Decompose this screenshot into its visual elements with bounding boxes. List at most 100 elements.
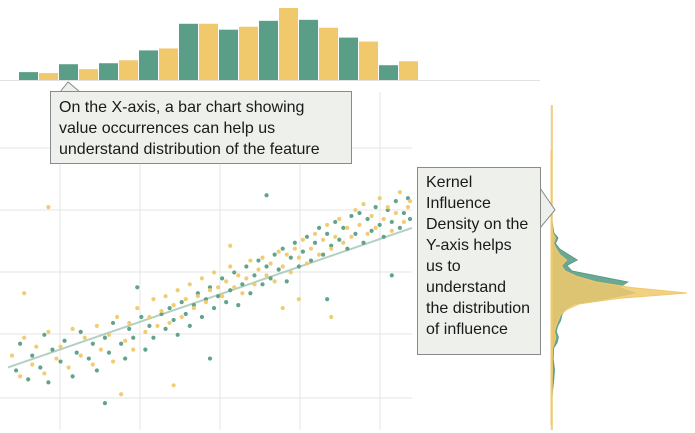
scatter-point-yellow xyxy=(385,205,390,210)
scatter-point-yellow xyxy=(361,202,366,207)
scatter-point-green xyxy=(381,234,386,239)
scatter-point-yellow xyxy=(296,255,301,260)
histogram-bar xyxy=(219,29,238,80)
scatter-point-yellow xyxy=(42,371,47,376)
histogram-bar xyxy=(19,72,38,80)
scatter-point-yellow xyxy=(179,314,184,320)
scatter-point-green xyxy=(357,210,362,216)
scatter-point-green xyxy=(135,285,140,290)
scatter-point-yellow xyxy=(365,231,370,236)
histogram-bar xyxy=(39,73,58,80)
scatter-point-green xyxy=(393,199,398,204)
scatter-point-yellow xyxy=(381,216,386,222)
scatter-point-yellow xyxy=(321,237,326,242)
scatter-point-green xyxy=(143,347,148,352)
scatter-point-yellow xyxy=(280,305,285,311)
scatter-point-yellow xyxy=(284,252,289,257)
scatter-point-yellow xyxy=(228,243,233,248)
scatter-point-green xyxy=(119,341,124,346)
scatter-point-green xyxy=(187,323,192,328)
scatter-point-yellow xyxy=(151,297,156,302)
density-curve-yellow xyxy=(550,150,688,425)
scatter-point-green xyxy=(316,225,322,230)
scatter-point-yellow xyxy=(304,261,310,266)
scatter-point-yellow xyxy=(220,294,225,299)
scatter-point-yellow xyxy=(159,308,164,314)
scatter-point-yellow xyxy=(98,347,104,352)
scatter-point-yellow xyxy=(22,335,27,340)
scatter-point-green xyxy=(407,216,413,222)
scatter-point-green xyxy=(131,335,136,340)
scatter-point-green xyxy=(151,335,156,340)
scatter-point-yellow xyxy=(389,228,394,233)
scatter-point-yellow xyxy=(175,288,180,293)
scatter-point-yellow xyxy=(66,365,71,370)
scatter-point-green xyxy=(236,303,241,308)
scatter-point-green xyxy=(308,258,314,263)
scatter-point-yellow xyxy=(373,225,378,230)
scatter-point-yellow xyxy=(171,303,176,308)
scatter-point-yellow xyxy=(110,359,116,364)
scatter-point-green xyxy=(244,264,249,269)
x-axis-callout: On the X-axis, a bar chart showing value… xyxy=(50,91,352,164)
scatter-point-green xyxy=(228,288,233,293)
scatter-point-green xyxy=(38,365,43,370)
scatter-point-green xyxy=(389,273,394,278)
scatter-point-green xyxy=(163,326,168,331)
scatter-point-green xyxy=(300,249,306,254)
scatter-point-green xyxy=(333,219,338,225)
scatter-point-green xyxy=(195,291,200,296)
scatter-point-green xyxy=(183,311,188,317)
scatter-point-yellow xyxy=(215,285,221,290)
scatter-point-yellow xyxy=(405,205,411,210)
scatter-point-green xyxy=(62,338,67,343)
scatter-point-green xyxy=(224,300,229,305)
scatter-point-yellow xyxy=(106,332,112,337)
histogram-bar xyxy=(279,8,298,80)
scatter-point-green xyxy=(18,341,23,346)
scatter-point-yellow xyxy=(46,205,51,210)
scatter-point-yellow xyxy=(369,213,374,219)
scatter-point-green xyxy=(232,270,237,275)
scatter-point-yellow xyxy=(312,231,318,236)
scatter-point-green xyxy=(389,219,394,225)
scatter-point-green xyxy=(102,335,108,340)
scatter-point-green xyxy=(240,282,245,287)
scatter-point-green xyxy=(215,294,221,299)
scatter-point-green xyxy=(405,196,411,201)
scatter-point-yellow xyxy=(78,353,83,358)
histogram-bar xyxy=(179,23,198,80)
scatter-point-yellow xyxy=(131,347,136,352)
scatter-point-yellow xyxy=(393,210,398,216)
scatter-point-green xyxy=(147,323,152,328)
scatter-point-green xyxy=(199,314,205,320)
scatter-point-green xyxy=(127,326,132,331)
scatter-point-green xyxy=(361,240,366,245)
scatter-point-green xyxy=(385,207,390,213)
histogram-bar xyxy=(119,60,138,80)
scatter-point-yellow xyxy=(316,252,322,257)
scatter-point-green xyxy=(353,231,358,236)
top-marginal-bars xyxy=(0,8,540,81)
scatter-point-green xyxy=(70,374,75,379)
trend-line-segment xyxy=(7,226,413,369)
scatter-point-yellow xyxy=(195,294,200,299)
scatter-point-green xyxy=(106,350,112,355)
histogram-bar xyxy=(259,20,278,80)
scatter-point-green xyxy=(268,276,273,281)
scatter-point-green xyxy=(159,311,164,317)
scatter-point-green xyxy=(207,285,213,290)
scatter-point-yellow xyxy=(171,383,176,388)
scatter-point-yellow xyxy=(300,237,306,242)
scatter-point-green xyxy=(46,380,51,385)
scatter-point-yellow xyxy=(58,344,63,349)
scatter-point-yellow xyxy=(203,300,209,305)
histogram-bar xyxy=(399,61,418,80)
scatter-point-yellow xyxy=(329,246,334,251)
scatter-point-yellow xyxy=(163,294,168,299)
scatter-point-green xyxy=(220,276,225,281)
scatter-point-yellow xyxy=(256,267,261,272)
scatter-point-green xyxy=(325,297,330,302)
scatter-point-green xyxy=(401,210,407,216)
scatter-point-green xyxy=(13,368,19,373)
